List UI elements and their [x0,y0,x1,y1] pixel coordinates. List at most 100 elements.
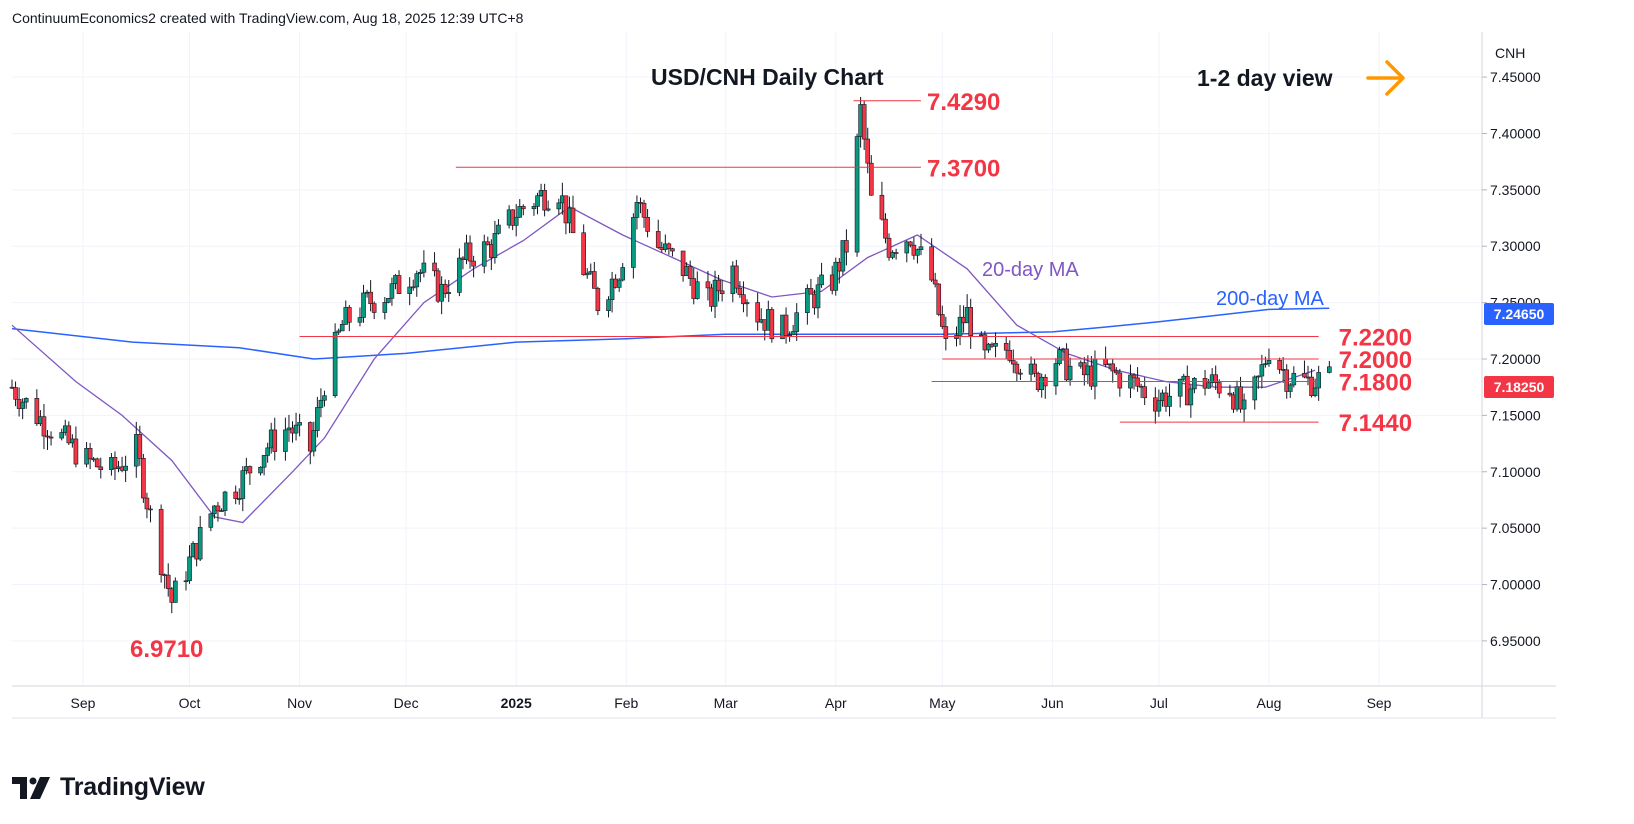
candle-down [783,314,789,336]
candle-up [1053,363,1059,387]
y-tick-label: 7.05000 [1490,520,1541,536]
candle-up [322,395,327,401]
candle-down [908,241,913,246]
candle-down [645,216,650,232]
y-tick-label: 7.35000 [1490,182,1541,198]
candle-up [236,498,242,500]
candle-down [1014,363,1020,374]
ma200-label: 200-day MA [1216,288,1324,310]
candle-up [332,331,338,397]
y-tick-label: 7.40000 [1490,125,1541,141]
candle-up [265,447,270,456]
tradingview-logo[interactable]: TradingView [12,773,205,802]
candle-down [734,265,739,289]
candle-up [1092,358,1098,387]
candle-up [584,272,590,276]
candle-down [141,458,146,499]
candle-up [20,401,25,409]
candle-down [1213,374,1218,383]
candle-down [1117,372,1123,389]
x-tick-label: Nov [287,695,312,711]
level-label: 7.2200 [1339,324,1412,351]
candle-down [808,288,814,295]
y-tick-label: 7.00000 [1490,577,1541,593]
y-tick-label: 7.20000 [1490,351,1541,367]
view-label: 1-2 day view [1197,65,1333,91]
candle-down [886,237,892,258]
candle-up [336,330,341,333]
candle-up [418,271,423,274]
candle-up [1067,365,1073,381]
y-tick-label: 7.15000 [1490,407,1541,423]
candle-down [595,288,601,311]
price-axis[interactable]: 7.450007.400007.350007.300007.250007.200… [1482,69,1541,649]
candle-down [442,283,448,294]
candle-down [943,326,949,339]
x-tick-label: Sep [71,695,96,711]
candle-up [123,465,128,471]
candle-down [1284,369,1290,392]
ma200-price-tag: 7.24650 [1484,303,1554,325]
x-tick-label: Dec [394,695,419,711]
candle-down [368,291,373,304]
candle-up [1312,387,1318,396]
candle-down [41,416,47,437]
level-label: 7.3700 [927,155,1000,182]
candle-down [94,458,100,468]
candle-down [741,294,746,305]
y-tick-label: 7.30000 [1490,238,1541,254]
candle-up [183,580,189,583]
candle-up [357,317,363,323]
candle-up [389,283,395,299]
candle-down [215,505,221,512]
candle-up [954,335,959,339]
candle-down [868,162,874,196]
candle-up [1256,375,1261,378]
candle-up [787,334,792,337]
candle-up [794,312,800,332]
candle-down [98,466,104,470]
level-label: 6.9710 [130,636,203,663]
time-axis[interactable]: Sep Oct Nov Dec 2025 Feb Mar Apr May Jun Jul Aug Sep [71,695,1392,711]
candle-down [1238,386,1243,410]
candle-up [1259,364,1265,377]
candle-up [915,249,920,256]
candle-down [112,457,118,469]
candle-up [297,422,302,426]
candle-up [790,331,796,336]
candle-up [1192,377,1197,390]
candle-down [1131,374,1137,379]
candle-down [936,283,942,315]
candle-up [481,241,487,267]
candle-up [556,202,562,210]
candle-up [854,136,860,253]
x-tick-label: Jun [1041,695,1064,711]
candle-up [187,556,192,582]
candle-down [272,429,278,452]
candle-up [492,233,498,258]
ma200-tag-text: 7.24650 [1494,306,1545,322]
candle-up [382,302,388,313]
y-tick-label: 6.95000 [1490,633,1541,649]
candle-down [755,302,760,323]
candle-up [496,224,501,234]
candle-down [592,271,597,289]
candle-down [1110,363,1116,372]
candle-up [1177,378,1183,397]
candle-up [616,279,622,288]
candle-up [1188,388,1194,406]
candle-down [769,309,775,340]
candle-down [45,435,50,438]
candle-down [521,206,526,210]
candle-up [918,246,924,250]
candle-down [13,387,18,400]
candle-up [1057,349,1062,364]
candle-up [293,424,299,434]
candle-up [957,316,963,336]
candle-down [1277,360,1282,370]
candle-down [66,425,72,444]
x-tick-label: Jul [1150,695,1168,711]
candle-up [386,298,391,303]
ma20-label: 20-day MA [982,259,1079,281]
